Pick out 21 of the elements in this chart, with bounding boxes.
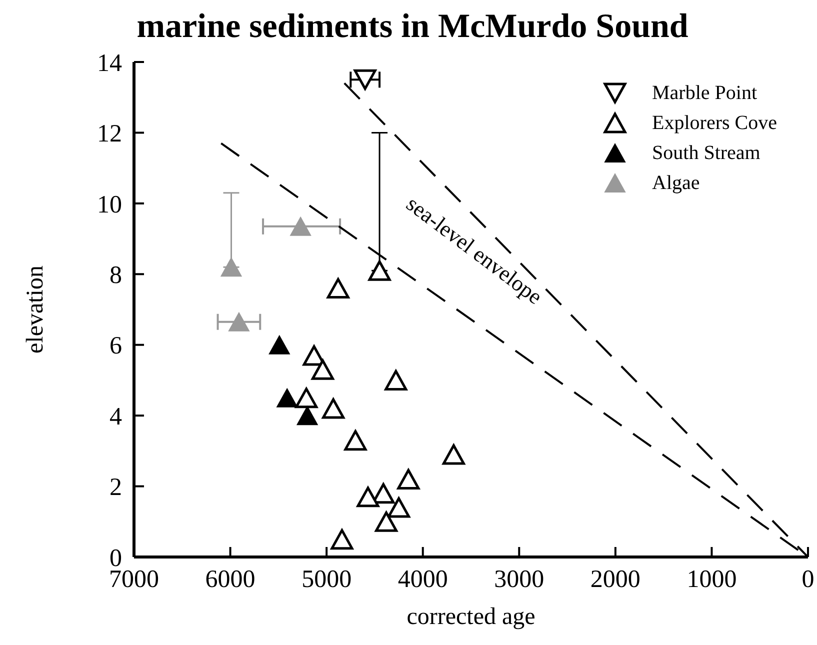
legend-label: Explorers Cove [652,112,777,134]
x-tick-label: 0 [802,566,814,593]
legend-label: Marble Point [652,82,758,104]
y-tick-label: 14 [97,50,122,77]
x-tick-label: 4000 [398,566,448,593]
x-tick-label: 2000 [590,566,640,593]
y-tick-label: 8 [110,262,122,290]
y-tick-label: 12 [97,120,122,148]
y-axis-title: elevation [22,266,49,354]
x-tick-label: 3000 [494,566,544,593]
chart-title: marine sediments in McMurdo Sound [136,8,690,46]
legend-label: Algae [652,172,700,194]
x-tick-label: 5000 [302,566,352,593]
x-axis-title: corrected age [406,604,536,630]
x-tick-label: 1000 [686,566,737,593]
y-tick-label: 4 [110,403,122,430]
x-tick-label: 6000 [205,566,256,593]
legend-label: South Stream [652,142,760,164]
y-tick-label: 10 [97,191,122,218]
y-tick-label: 6 [110,332,122,360]
y-tick-label: 2 [110,474,122,502]
